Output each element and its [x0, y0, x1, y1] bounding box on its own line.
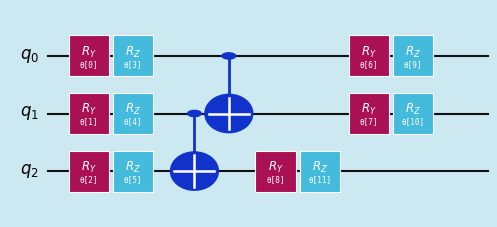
FancyBboxPatch shape [69, 151, 109, 192]
Text: θ[9]: θ[9] [404, 60, 422, 69]
Text: $R_{Z}$: $R_{Z}$ [125, 102, 141, 117]
Text: θ[1]: θ[1] [80, 118, 98, 126]
Text: $R_{Y}$: $R_{Y}$ [81, 44, 96, 60]
Text: θ[5]: θ[5] [124, 175, 142, 184]
FancyBboxPatch shape [69, 93, 109, 134]
FancyBboxPatch shape [349, 93, 389, 134]
Text: $q_{0}$: $q_{0}$ [20, 47, 39, 65]
FancyBboxPatch shape [393, 35, 433, 76]
Text: $R_{Z}$: $R_{Z}$ [125, 160, 141, 175]
Text: $R_{Z}$: $R_{Z}$ [312, 160, 328, 175]
Text: θ[6]: θ[6] [360, 60, 378, 69]
FancyBboxPatch shape [300, 151, 340, 192]
Circle shape [222, 53, 236, 59]
FancyBboxPatch shape [113, 151, 153, 192]
Text: θ[3]: θ[3] [124, 60, 142, 69]
Text: θ[2]: θ[2] [80, 175, 98, 184]
FancyBboxPatch shape [349, 35, 389, 76]
Text: $q_{2}$: $q_{2}$ [20, 162, 39, 180]
Text: θ[7]: θ[7] [360, 118, 378, 126]
Text: $R_{Y}$: $R_{Y}$ [81, 102, 96, 117]
FancyBboxPatch shape [69, 35, 109, 76]
Text: $q_{1}$: $q_{1}$ [20, 104, 39, 123]
Ellipse shape [205, 95, 252, 132]
Text: θ[10]: θ[10] [402, 118, 425, 126]
Text: $R_{Y}$: $R_{Y}$ [268, 160, 283, 175]
Text: $R_{Y}$: $R_{Y}$ [361, 44, 377, 60]
Text: θ[8]: θ[8] [266, 175, 285, 184]
FancyBboxPatch shape [393, 93, 433, 134]
Text: $R_{Y}$: $R_{Y}$ [361, 102, 377, 117]
Text: θ[0]: θ[0] [80, 60, 98, 69]
Text: $R_{Z}$: $R_{Z}$ [405, 44, 421, 60]
FancyBboxPatch shape [255, 151, 296, 192]
Text: θ[4]: θ[4] [124, 118, 142, 126]
Circle shape [187, 110, 201, 117]
Text: θ[11]: θ[11] [308, 175, 331, 184]
Ellipse shape [171, 152, 218, 190]
Text: $R_{Y}$: $R_{Y}$ [81, 160, 96, 175]
FancyBboxPatch shape [113, 35, 153, 76]
Text: $R_{Z}$: $R_{Z}$ [405, 102, 421, 117]
FancyBboxPatch shape [113, 93, 153, 134]
Text: $R_{Z}$: $R_{Z}$ [125, 44, 141, 60]
